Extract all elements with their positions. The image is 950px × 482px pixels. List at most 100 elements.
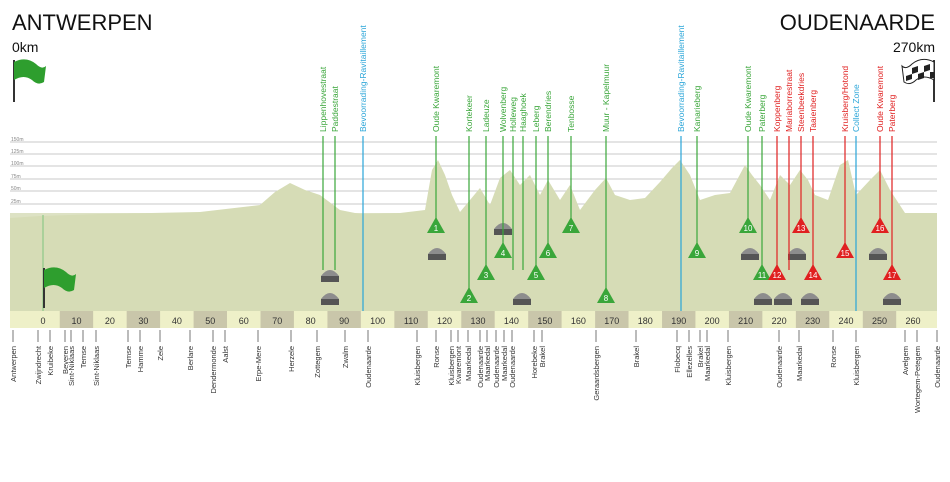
km-block [193,311,227,328]
town-label: Zwijndrecht [34,345,43,384]
town-label: Kruibeke [46,346,55,376]
marker-label: Mariaborrestraat [784,69,794,132]
town-label: Flobecq [673,346,682,373]
climb-marker [804,264,822,280]
town-label: Aalst [221,345,230,363]
finish-flag [901,58,935,102]
start-city: ANTWERPEN [12,10,153,35]
km-tick-label: 40 [172,316,182,326]
km-tick-label: 100 [370,316,385,326]
km-tick-label: 30 [138,316,148,326]
town-label: Geraardsbergen [592,346,601,401]
climb-marker [527,264,545,280]
climb-number: 3 [484,271,489,280]
town-label: Maarkedal [795,346,804,381]
km-block [728,311,763,328]
km-tick-label: 0 [40,316,45,326]
cobble-tag [883,299,901,305]
km-tick-label: 250 [872,316,887,326]
town-label: Sint-Niklaas [92,346,101,386]
climb-number: 10 [744,224,753,233]
km-tick-label: 70 [272,316,282,326]
elevation-profile [10,160,937,311]
end-km: 270km [893,39,935,55]
marker-label: Muur - Kapelmuur [601,64,611,132]
climb-number: 6 [546,249,551,258]
town-label: Oudenaarde [508,346,517,388]
climb-marker [597,287,615,303]
climb-number: 13 [797,224,806,233]
town-label: Dendermonde [209,346,218,394]
marker-label: Collect Zone [851,84,861,132]
km-block [59,311,94,328]
town-label: Wortegem-Petegem [913,346,922,413]
flag [44,267,76,292]
climb-number: 9 [695,249,700,258]
km-block [795,311,830,328]
town-label: Erpe-Mere [254,346,263,381]
climb-number: 7 [569,224,574,233]
town-label: Avelgem [901,346,910,375]
cobble-section [321,293,339,299]
km-tick-label: 90 [339,316,349,326]
km-tick-label: 170 [604,316,619,326]
town-label: Herzele [287,346,296,372]
town-label: Zottegem [313,346,322,378]
km-tick-label: 140 [504,316,519,326]
town-label: Oudenaarde [364,346,373,388]
altitude-label: 25m [11,199,21,205]
km-block [394,311,428,328]
cobble-section [788,248,806,254]
marker-label: Leberg [531,105,541,132]
climb-marker [688,242,706,258]
km-tick-label: 220 [772,316,787,326]
cobble-tag [754,299,772,305]
town-label: Brakel [538,346,547,368]
marker-label: Kortekeer [464,95,474,132]
km-block [126,311,161,328]
town-label: Maarkedal [500,346,509,381]
climb-number: 12 [773,271,782,280]
town-label: Oudenaarde [775,346,784,388]
town-label: Zele [156,346,165,361]
km-tick-label: 50 [205,316,215,326]
climb-marker [539,242,557,258]
climb-marker [477,264,495,280]
marker-label: Kanarieberg [692,85,702,132]
town-label: Oudenaarde [492,346,501,388]
marker-label: Kruisberg/Hotond [840,66,850,132]
km-tick-label: 260 [905,316,920,326]
town-label: Sint-Niklaas [67,346,76,386]
marker-label: Tenbosse [566,95,576,132]
km-block [461,311,495,328]
climb-number: 17 [888,271,897,280]
cobble-tag [321,276,339,282]
marker-label: Wolvenberg [498,87,508,132]
altitude-label: 100m [11,161,24,167]
cobble-tag [321,299,339,305]
km-tick-label: 80 [306,316,316,326]
km-tick-label: 200 [705,316,720,326]
km-tick-label: 210 [738,316,753,326]
climb-marker [753,264,771,280]
climb-marker [883,264,901,280]
climb-number: 14 [809,271,818,280]
km-block [327,311,361,328]
marker-label: Ladeuze [481,99,491,132]
climb-number: 5 [534,271,539,280]
cobble-section [774,293,792,299]
altitude-label: 75m [11,174,21,180]
town-label: Temse [79,346,88,368]
marker-label: Steenbeekdries [796,73,806,132]
km-tick-label: 120 [437,316,452,326]
cobble-section [428,248,446,254]
climb-marker [427,217,445,233]
town-label: Brakel [632,346,641,368]
town-label: Kluisbergen [447,346,456,386]
town-label: Maarkedal [464,346,473,381]
cobble-section [321,270,339,276]
climb-number: 16 [876,224,885,233]
marker-label: Berendries [543,91,553,132]
climb-marker [460,287,478,303]
